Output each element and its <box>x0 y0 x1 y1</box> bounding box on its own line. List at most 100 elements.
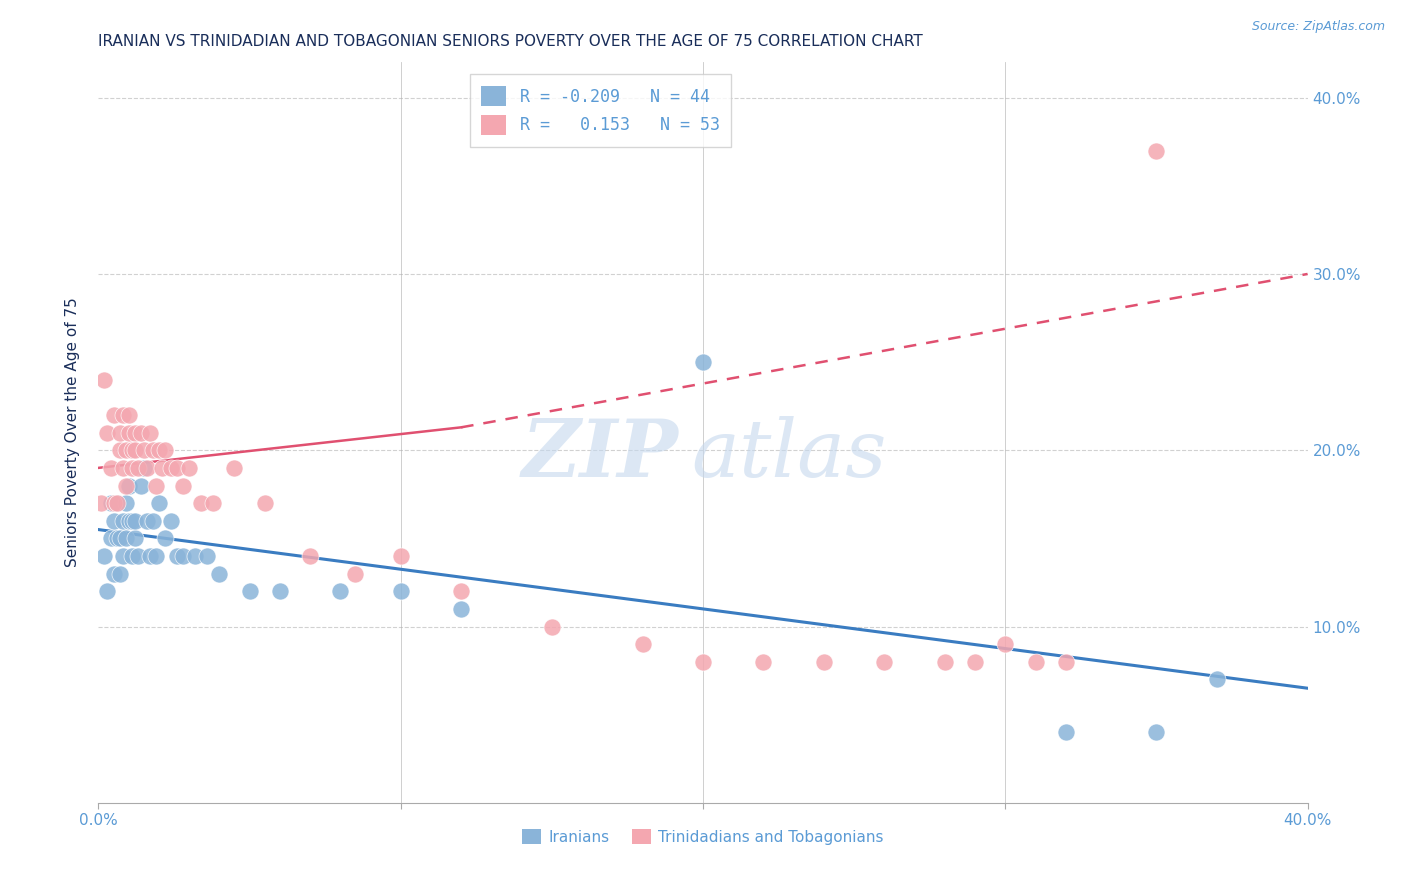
Point <box>994 637 1017 651</box>
Text: ZIP: ZIP <box>522 416 679 493</box>
Point <box>344 566 367 581</box>
Point <box>124 514 146 528</box>
Point <box>108 532 131 546</box>
Point <box>139 425 162 440</box>
Point <box>172 549 194 563</box>
Point <box>148 443 170 458</box>
Point <box>132 461 155 475</box>
Point <box>692 655 714 669</box>
Point <box>118 478 141 492</box>
Point <box>299 549 322 563</box>
Point <box>114 532 136 546</box>
Point <box>450 602 472 616</box>
Point <box>692 355 714 369</box>
Point <box>103 514 125 528</box>
Point <box>142 514 165 528</box>
Point <box>121 549 143 563</box>
Point <box>100 532 122 546</box>
Point <box>121 514 143 528</box>
Point <box>329 584 352 599</box>
Point <box>96 584 118 599</box>
Point <box>127 549 149 563</box>
Point <box>1144 144 1167 158</box>
Point <box>93 373 115 387</box>
Point <box>139 549 162 563</box>
Point <box>389 549 412 563</box>
Point <box>105 496 128 510</box>
Point <box>100 461 122 475</box>
Point <box>114 443 136 458</box>
Y-axis label: Seniors Poverty Over the Age of 75: Seniors Poverty Over the Age of 75 <box>65 298 80 567</box>
Point <box>389 584 412 599</box>
Point <box>103 408 125 422</box>
Point <box>105 496 128 510</box>
Point <box>121 461 143 475</box>
Point <box>118 514 141 528</box>
Point <box>1054 725 1077 739</box>
Point <box>96 425 118 440</box>
Point <box>111 461 134 475</box>
Point <box>1054 655 1077 669</box>
Point <box>114 478 136 492</box>
Text: Source: ZipAtlas.com: Source: ZipAtlas.com <box>1251 20 1385 33</box>
Point <box>124 425 146 440</box>
Point <box>1144 725 1167 739</box>
Point <box>103 496 125 510</box>
Point <box>127 461 149 475</box>
Point <box>118 425 141 440</box>
Point <box>253 496 276 510</box>
Point <box>160 514 183 528</box>
Point <box>121 443 143 458</box>
Point <box>752 655 775 669</box>
Point <box>1024 655 1046 669</box>
Point <box>934 655 956 669</box>
Point <box>111 549 134 563</box>
Point <box>166 549 188 563</box>
Point <box>450 584 472 599</box>
Point <box>105 532 128 546</box>
Point <box>166 461 188 475</box>
Point <box>108 566 131 581</box>
Point <box>1206 673 1229 687</box>
Point <box>142 443 165 458</box>
Point <box>111 514 134 528</box>
Point <box>153 443 176 458</box>
Point <box>108 443 131 458</box>
Point <box>108 425 131 440</box>
Point <box>160 461 183 475</box>
Point <box>239 584 262 599</box>
Point <box>100 496 122 510</box>
Text: IRANIAN VS TRINIDADIAN AND TOBAGONIAN SENIORS POVERTY OVER THE AGE OF 75 CORRELA: IRANIAN VS TRINIDADIAN AND TOBAGONIAN SE… <box>98 34 924 49</box>
Point <box>111 408 134 422</box>
Point <box>145 478 167 492</box>
Point <box>124 532 146 546</box>
Point <box>190 496 212 510</box>
Point <box>118 408 141 422</box>
Point <box>965 655 987 669</box>
Point <box>208 566 231 581</box>
Point <box>540 619 562 633</box>
Text: atlas: atlas <box>690 416 886 493</box>
Point <box>124 443 146 458</box>
Point <box>148 496 170 510</box>
Point <box>103 566 125 581</box>
Point <box>145 549 167 563</box>
Point <box>873 655 896 669</box>
Point <box>184 549 207 563</box>
Point <box>202 496 225 510</box>
Point <box>269 584 291 599</box>
Point <box>132 443 155 458</box>
Legend: Iranians, Trinidadians and Tobagonians: Iranians, Trinidadians and Tobagonians <box>516 822 890 851</box>
Point <box>631 637 654 651</box>
Point <box>135 461 157 475</box>
Point <box>172 478 194 492</box>
Point <box>114 496 136 510</box>
Point <box>90 496 112 510</box>
Point <box>135 514 157 528</box>
Point <box>153 532 176 546</box>
Point <box>813 655 835 669</box>
Point <box>150 461 173 475</box>
Point <box>129 425 152 440</box>
Point <box>129 478 152 492</box>
Point <box>93 549 115 563</box>
